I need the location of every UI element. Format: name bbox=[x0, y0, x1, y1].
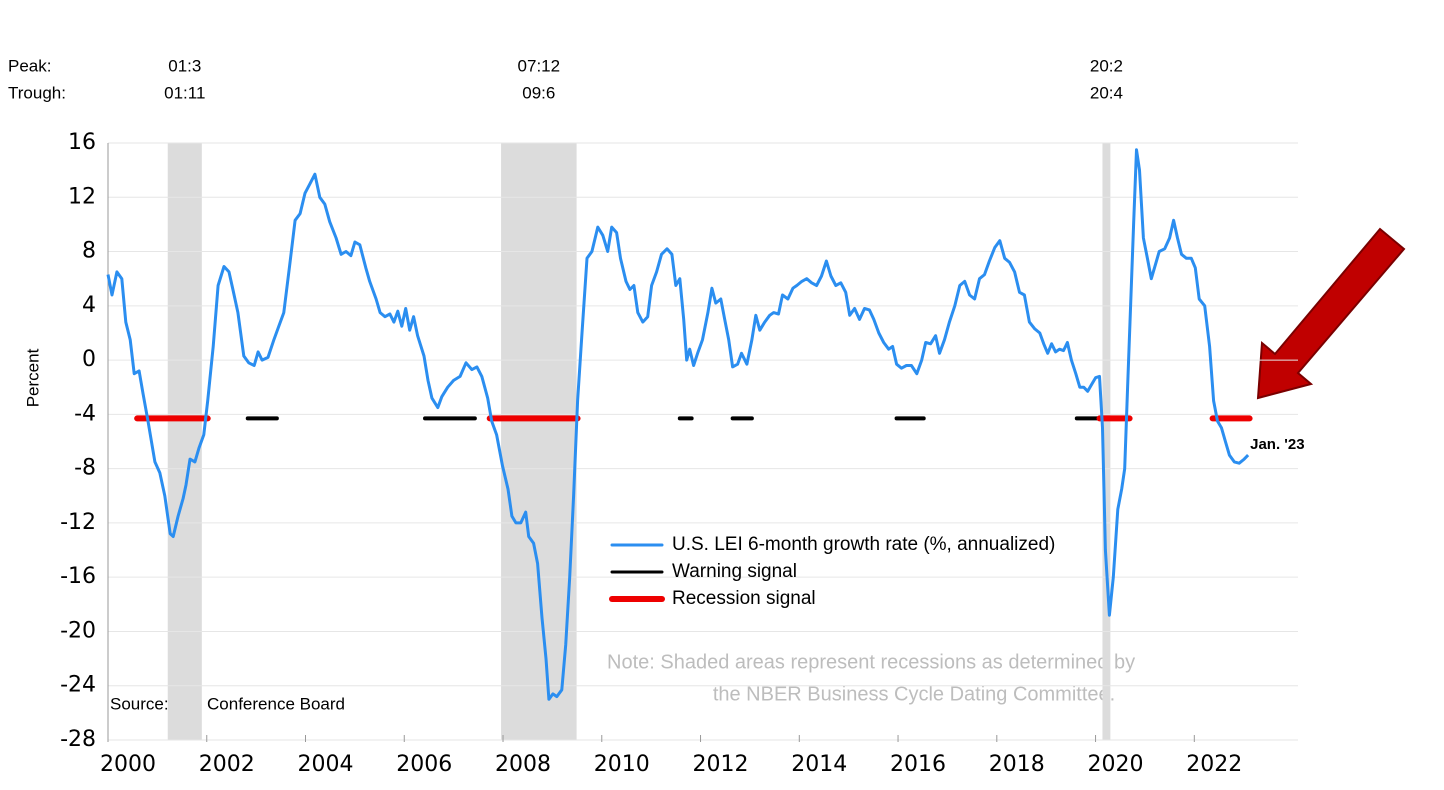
y-tick-label: 8 bbox=[82, 239, 96, 264]
y-tick-label: -24 bbox=[60, 673, 96, 698]
data-line bbox=[106, 148, 1250, 701]
x-tick-label: 2014 bbox=[791, 752, 847, 777]
x-tick-label: 2012 bbox=[693, 752, 749, 777]
legend-label: U.S. LEI 6-month growth rate (%, annuali… bbox=[672, 534, 1055, 555]
y-axis-label: Percent bbox=[23, 348, 42, 407]
legend-label: Warning signal bbox=[672, 561, 797, 582]
y-tick-label: 16 bbox=[68, 130, 96, 155]
x-tick-label: 2018 bbox=[989, 752, 1045, 777]
x-tick-label: 2008 bbox=[495, 752, 551, 777]
recession-peak: 07:12 bbox=[518, 56, 561, 75]
y-tick-label: -28 bbox=[60, 727, 96, 752]
x-tick-label: 2010 bbox=[594, 752, 650, 777]
recession-band bbox=[167, 143, 202, 740]
peak-label: Peak: bbox=[8, 56, 51, 75]
y-tick-label: -12 bbox=[60, 510, 96, 535]
note-line: Note: Shaded areas represent recessions … bbox=[607, 651, 1135, 673]
source: Source: The Conference Board bbox=[110, 694, 345, 713]
y-tick-label: -20 bbox=[60, 618, 96, 643]
legend-label: Recession signal bbox=[672, 588, 816, 609]
y-tick-label: -8 bbox=[74, 456, 96, 481]
recession-trough: 01:11 bbox=[164, 83, 205, 102]
x-tick-label: 2004 bbox=[298, 752, 354, 777]
arrow bbox=[1256, 227, 1406, 400]
recession-peak: 01:3 bbox=[168, 56, 201, 75]
y-tick-label: -4 bbox=[74, 401, 96, 426]
recession-peak: 20:2 bbox=[1090, 56, 1123, 75]
y-tick-label: -16 bbox=[60, 564, 96, 589]
x-tick-label: 2006 bbox=[396, 752, 452, 777]
x-tick-label: 2002 bbox=[199, 752, 255, 777]
recession-trough: 09:6 bbox=[522, 83, 555, 102]
y-tick-label: 0 bbox=[82, 347, 96, 372]
trough-label: Trough: bbox=[8, 83, 66, 102]
x-tick-label: 2016 bbox=[890, 752, 946, 777]
x-tick-label: 2022 bbox=[1186, 752, 1242, 777]
note-line: the NBER Business Cycle Dating Committee… bbox=[713, 683, 1115, 705]
y-tick-label: 4 bbox=[82, 293, 96, 318]
end-label: Jan. '23 bbox=[1250, 436, 1304, 453]
recession-band bbox=[1102, 143, 1111, 740]
y-tick-label: 12 bbox=[68, 184, 96, 209]
recession-band bbox=[501, 143, 577, 740]
x-tick-label: 2020 bbox=[1088, 752, 1144, 777]
recession-trough: 20:4 bbox=[1090, 83, 1123, 102]
x-tick-label: 2000 bbox=[100, 752, 156, 777]
